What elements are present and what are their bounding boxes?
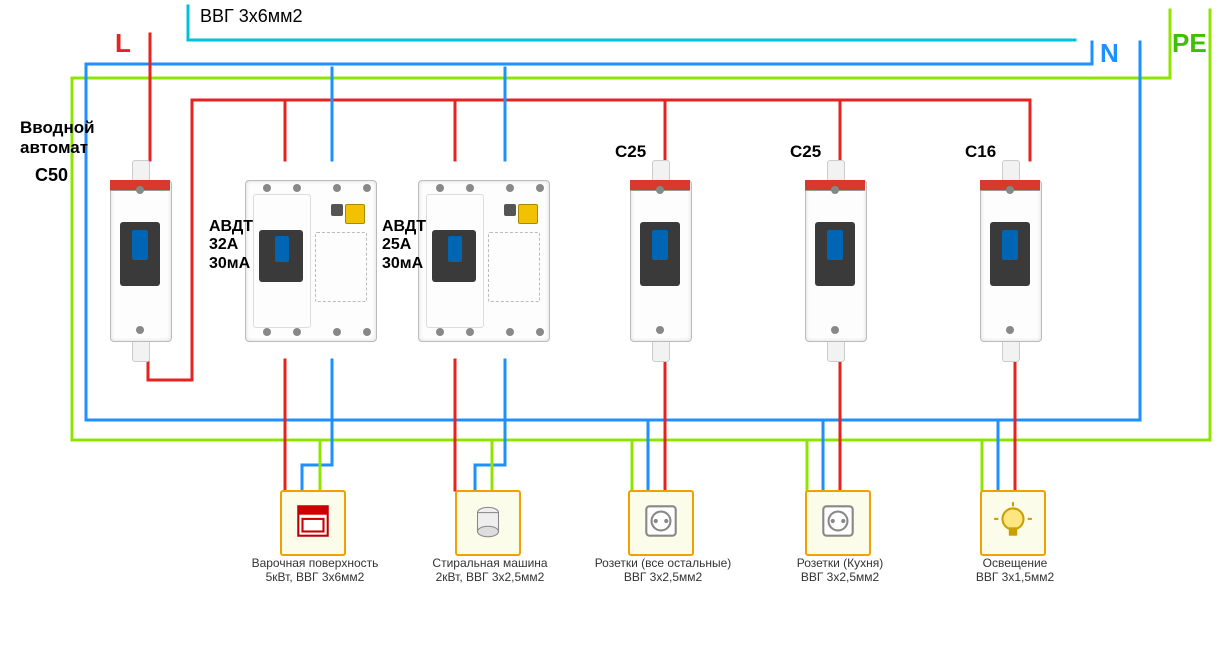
label-N: N	[1100, 38, 1119, 69]
rcbo-avdt1	[245, 160, 375, 360]
drum-icon	[467, 500, 509, 547]
bulb-icon	[992, 500, 1034, 547]
terminal-bottom-1	[293, 328, 301, 336]
load-cooktop	[280, 490, 346, 556]
terminal-top	[1006, 186, 1014, 194]
device-top-label-b2: C25	[790, 142, 821, 162]
reset-button[interactable]	[504, 204, 516, 216]
device-top-label-b3: C16	[965, 142, 996, 162]
load-caption-washer: Стиральная машина 2кВт, ВВГ 3x2,5мм2	[415, 556, 565, 584]
wire-note-0	[188, 6, 1075, 40]
test-button[interactable]	[345, 204, 365, 224]
label-intro1: Вводной	[20, 118, 95, 138]
load-caption-cooktop: Варочная поверхность 5кВт, ВВГ 3x6мм2	[240, 556, 390, 584]
load-sock2	[805, 490, 871, 556]
terminal-bottom	[831, 326, 839, 334]
terminal-top-0	[436, 184, 444, 192]
terminal-top-2	[333, 184, 341, 192]
label-PE: PE	[1172, 28, 1207, 59]
terminal-top	[136, 186, 144, 194]
wire-N-17	[475, 360, 505, 490]
terminal-top	[656, 186, 664, 194]
breaker-b1	[630, 160, 690, 360]
device-label-avdt1: АВДТ 32A 30мА	[209, 218, 253, 273]
terminal-top-3	[363, 184, 371, 192]
load-caption-sock1: Розетки (все остальные) ВВГ 3x2,5мм2	[588, 556, 738, 584]
terminal-top-3	[536, 184, 544, 192]
terminal-top-2	[506, 184, 514, 192]
breaker-main	[110, 160, 170, 360]
terminal-top-1	[466, 184, 474, 192]
wire-N-14	[302, 360, 332, 490]
load-caption-sock2: Розетки (Кухня) ВВГ 3x2,5мм2	[765, 556, 915, 584]
device-top-label-b1: C25	[615, 142, 646, 162]
breaker-b3	[980, 160, 1040, 360]
device-label-avdt2: АВДТ 25A 30мА	[382, 218, 426, 273]
label-intro2: автомат	[20, 138, 88, 158]
terminal-bottom	[136, 326, 144, 334]
terminal-top	[831, 186, 839, 194]
load-sock1	[628, 490, 694, 556]
terminal-bottom-1	[466, 328, 474, 336]
breaker-lever[interactable]	[132, 230, 148, 260]
load-washer	[455, 490, 521, 556]
terminal-bottom-3	[363, 328, 371, 336]
terminal-bottom-2	[333, 328, 341, 336]
terminal-bottom	[656, 326, 664, 334]
terminal-top-1	[293, 184, 301, 192]
cooktop-icon	[292, 500, 334, 547]
socket-icon	[640, 500, 682, 547]
label-c50: C50	[35, 165, 68, 186]
breaker-lever[interactable]	[1002, 230, 1018, 260]
terminal-bottom-3	[536, 328, 544, 336]
schematic-print	[488, 232, 540, 302]
test-button[interactable]	[518, 204, 538, 224]
terminal-bottom-2	[506, 328, 514, 336]
rcbo-avdt2	[418, 160, 548, 360]
load-caption-light: Освещение ВВГ 3x1,5мм2	[940, 556, 1090, 584]
breaker-lever[interactable]	[827, 230, 843, 260]
terminal-bottom-0	[263, 328, 271, 336]
breaker-lever[interactable]	[652, 230, 668, 260]
schematic-print	[315, 232, 367, 302]
rcbo-lever[interactable]	[448, 236, 462, 262]
rcbo-lever[interactable]	[275, 236, 289, 262]
socket-icon	[817, 500, 859, 547]
label-L: L	[115, 28, 131, 59]
load-light	[980, 490, 1046, 556]
terminal-bottom-0	[436, 328, 444, 336]
reset-button[interactable]	[331, 204, 343, 216]
terminal-top-0	[263, 184, 271, 192]
breaker-b2	[805, 160, 865, 360]
label-cable: ВВГ 3x6мм2	[200, 6, 303, 27]
terminal-bottom	[1006, 326, 1014, 334]
